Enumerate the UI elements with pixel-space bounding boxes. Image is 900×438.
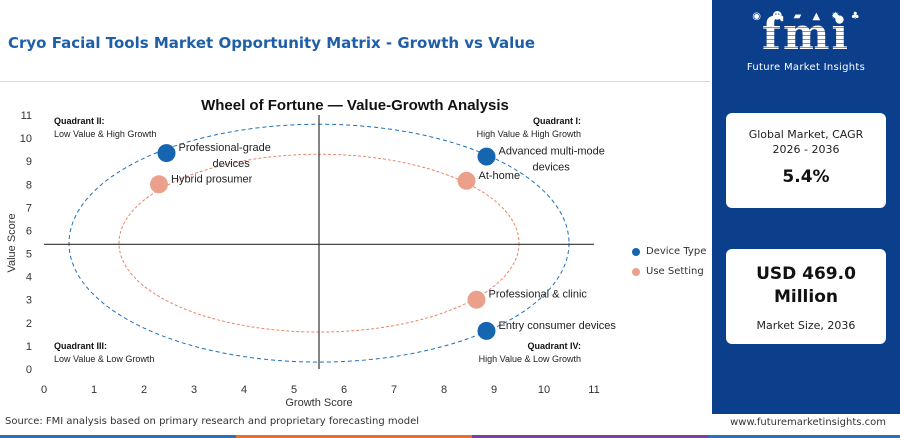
x-tick-label: 6 xyxy=(341,384,347,396)
chart-legend: Device Type Use Setting xyxy=(632,246,712,286)
point-label-line: Entry consumer devices xyxy=(499,320,617,332)
legend-label-device-type: Device Type xyxy=(646,246,707,257)
point-label-line: devices xyxy=(533,162,571,174)
point-label: At-home xyxy=(479,170,521,182)
legend-marker-device-type xyxy=(632,247,640,256)
x-tick-label: 11 xyxy=(588,384,599,396)
point-marker xyxy=(467,290,486,309)
point-label-line: Professional & clinic xyxy=(489,289,588,301)
x-tick-label: 9 xyxy=(491,384,497,396)
cagr-label: Global Market, CAGR 2026 - 2036 xyxy=(748,128,864,156)
point-label-line: Professional-grade xyxy=(179,142,271,154)
x-tick-label: 10 xyxy=(538,384,550,396)
quadrant-title-q2: Quadrant II: xyxy=(54,116,105,126)
x-tick-label: 7 xyxy=(391,384,397,396)
quadrant-title-q1: Quadrant I: xyxy=(533,116,581,126)
point-label: Entry consumer devices xyxy=(499,320,617,332)
strip-segment xyxy=(472,435,708,438)
x-axis-label: Growth Score xyxy=(285,397,352,409)
quadrant-desc-q1: High Value & High Growth xyxy=(477,129,581,139)
x-tick-label: 5 xyxy=(291,384,297,396)
source-note: Source: FMI analysis based on primary re… xyxy=(5,416,420,427)
x-tick-label: 4 xyxy=(241,384,247,396)
brand-side-panel: ◉ ☻ ▰ ▲ ✹ ♣ fmi Future Market Insights G… xyxy=(712,0,900,414)
page-title: Cryo Facial Tools Market Opportunity Mat… xyxy=(8,34,536,52)
x-tick-label: 0 xyxy=(41,384,47,396)
y-tick-label: 5 xyxy=(26,249,32,261)
y-tick-label: 11 xyxy=(21,110,32,122)
chart-title: Wheel of Fortune — Value-Growth Analysis xyxy=(201,97,509,114)
chart-icon: ▲ xyxy=(812,11,821,22)
point-label-line: Hybrid prosumer xyxy=(171,173,253,185)
point-marker xyxy=(477,321,496,340)
quadrant-dividers xyxy=(44,115,594,369)
point-marker xyxy=(157,144,176,163)
strip-segment xyxy=(0,435,236,438)
quadrant-labels: Quadrant I: High Value & High Growth Quadr… xyxy=(54,116,581,364)
title-divider xyxy=(0,81,710,82)
globe-icon: ◉ xyxy=(752,11,762,22)
y-tick-label: 4 xyxy=(26,272,32,284)
y-tick-label: 3 xyxy=(26,295,32,307)
market-size-value: USD 469.0 Million xyxy=(756,264,856,307)
vehicle-icon: ▰ xyxy=(793,11,802,22)
legend-label-use-setting: Use Setting xyxy=(646,266,704,277)
y-tick-label: 2 xyxy=(26,318,32,330)
cagr-card: Global Market, CAGR 2026 - 2036 5.4% xyxy=(726,113,886,208)
legend-item-device-type: Device Type xyxy=(632,246,712,257)
quadrant-desc-q4: High Value & Low Growth xyxy=(479,354,581,364)
x-tick-label: 1 xyxy=(91,384,97,396)
y-tick-label: 1 xyxy=(26,341,32,353)
quadrant-title-q4: Quadrant IV: xyxy=(527,341,581,351)
axes: 0 1 2 3 4 5 6 7 8 9 10 11 0 1 2 3 4 5 6 7 8 9 10 11 xyxy=(20,110,600,396)
people-icon: ☻ xyxy=(772,11,783,22)
logo-icon-row: ◉ ☻ ▰ ▲ ✹ ♣ xyxy=(712,4,900,22)
logo-stripe-overlay xyxy=(746,24,866,60)
opportunity-matrix-chart: Wheel of Fortune — Value-Growth Analysis… xyxy=(6,97,616,409)
point-marker xyxy=(150,175,168,194)
strip-segment xyxy=(708,435,900,438)
point-label-line: At-home xyxy=(479,170,521,182)
market-size-card: USD 469.0 Million Market Size, 2036 xyxy=(726,249,886,344)
y-axis-label: Value Score xyxy=(6,213,18,272)
point-marker xyxy=(457,171,476,190)
x-tick-label: 8 xyxy=(441,384,447,396)
point-label: Hybrid prosumer xyxy=(171,173,253,185)
point-label-line: devices xyxy=(213,158,251,170)
quadrant-desc-q3: Low Value & Low Growth xyxy=(54,354,154,364)
point-label-line: Advanced multi-mode xyxy=(499,146,605,158)
point-label: Professional-grade devices xyxy=(179,142,271,170)
gear-icon: ✹ xyxy=(831,11,840,22)
brand-color-strip xyxy=(0,435,900,438)
website-link[interactable]: www.futuremarketinsights.com xyxy=(730,417,886,428)
quadrant-title-q3: Quadrant III: xyxy=(54,341,107,351)
x-tick-label: 2 xyxy=(141,384,147,396)
point-label: Professional & clinic xyxy=(489,289,588,301)
y-tick-label: 10 xyxy=(20,133,32,145)
legend-item-use-setting: Use Setting xyxy=(632,266,712,277)
point-label: Advanced multi-mode devices xyxy=(499,146,605,174)
cagr-value: 5.4% xyxy=(782,167,830,187)
logo-tagline: Future Market Insights xyxy=(746,62,866,73)
y-tick-label: 8 xyxy=(26,179,32,191)
legend-marker-use-setting xyxy=(632,267,640,276)
y-tick-label: 7 xyxy=(26,202,32,214)
strip-segment xyxy=(236,435,472,438)
fmi-logo[interactable]: ◉ ☻ ▰ ▲ ✹ ♣ fmi Future Market Insights xyxy=(712,0,900,90)
market-size-label: Market Size, 2036 xyxy=(756,319,856,332)
y-tick-label: 6 xyxy=(26,225,32,237)
y-tick-label: 9 xyxy=(26,156,32,168)
point-marker xyxy=(477,147,496,166)
y-tick-label: 0 xyxy=(26,364,32,376)
x-tick-label: 3 xyxy=(191,384,197,396)
leaf-icon: ♣ xyxy=(850,11,860,22)
quadrant-desc-q2: Low Value & High Growth xyxy=(54,129,156,139)
